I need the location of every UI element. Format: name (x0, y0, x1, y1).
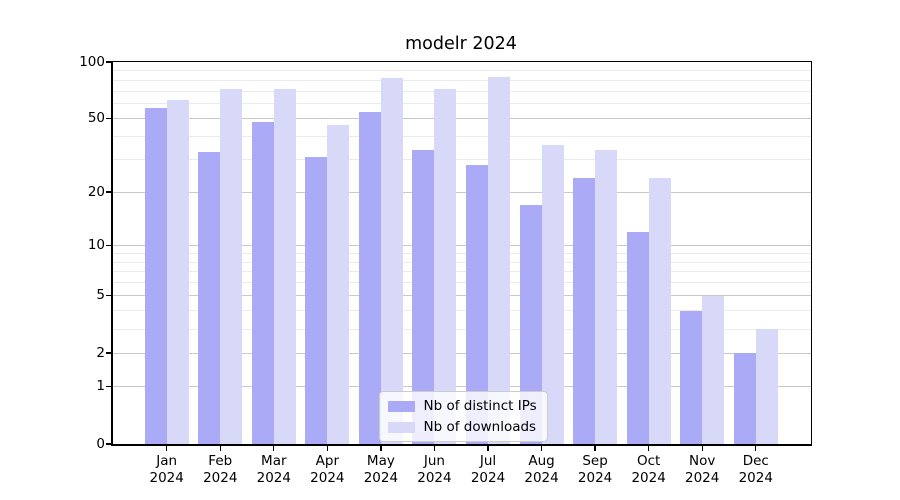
minor-gridline-9 (112, 252, 811, 254)
x-tick-label-feb-2024: Feb 2024 (203, 453, 238, 486)
bar-nb-of-distinct-ips-oct-2024 (626, 231, 649, 444)
major-gridline-10 (112, 245, 811, 247)
y-tick-mark-5 (106, 294, 111, 297)
left-spine (111, 60, 113, 446)
plot-area: Nb of distinct IPs Nb of downloads (112, 62, 811, 444)
bar-nb-of-downloads-jun-2024 (434, 88, 457, 444)
minor-gridline-8 (112, 261, 811, 263)
y-tick-mark-1 (106, 385, 111, 388)
x-tick-mark-feb-2024 (219, 445, 221, 451)
x-tick-mark-dec-2024 (755, 445, 757, 451)
y-tick-mark-0 (106, 443, 111, 445)
bar-nb-of-downloads-aug-2024 (541, 145, 564, 444)
y-tick-label-20: 20 (87, 183, 105, 200)
top-spine (111, 60, 812, 63)
major-gridline-2 (112, 352, 811, 354)
minor-gridline-3 (112, 328, 811, 330)
x-tick-label-may-2024: May 2024 (363, 453, 399, 486)
y-tick-mark-100 (106, 61, 111, 63)
x-tick-label-jun-2024: Jun 2024 (417, 453, 452, 486)
minor-gridline-60 (112, 103, 811, 105)
bar-nb-of-downloads-oct-2024 (648, 177, 671, 444)
minor-gridline-30 (112, 159, 811, 161)
x-tick-label-sep-2024: Sep 2024 (577, 453, 613, 486)
legend-item-distinct-ips: Nb of distinct IPs (387, 398, 537, 414)
bar-nb-of-distinct-ips-nov-2024 (680, 310, 703, 444)
bar-nb-of-distinct-ips-apr-2024 (305, 157, 328, 444)
bar-nb-of-downloads-nov-2024 (702, 295, 725, 444)
x-tick-mark-apr-2024 (326, 445, 329, 451)
bar-nb-of-distinct-ips-aug-2024 (519, 204, 542, 444)
x-tick-label-aug-2024: Aug 2024 (524, 453, 559, 486)
bar-nb-of-downloads-sep-2024 (595, 149, 618, 444)
x-tick-label-oct-2024: Oct 2024 (631, 453, 666, 486)
major-gridline-1 (112, 386, 811, 388)
legend-item-downloads: Nb of downloads (387, 419, 537, 435)
minor-gridline-7 (112, 271, 811, 273)
x-tick-label-dec-2024: Dec 2024 (738, 453, 773, 486)
x-tick-label-nov-2024: Nov 2024 (685, 453, 720, 486)
x-tick-mark-oct-2024 (647, 445, 650, 451)
right-spine (810, 60, 813, 446)
minor-gridline-70 (112, 90, 811, 92)
legend-label-distinct-ips: Nb of distinct IPs (423, 398, 537, 414)
chart-title: modelr 2024 (405, 34, 517, 54)
y-tick-label-100: 100 (79, 53, 105, 70)
x-tick-mark-mar-2024 (273, 445, 275, 451)
x-tick-label-jan-2024: Jan 2024 (149, 453, 184, 486)
minor-gridline-4 (112, 310, 811, 312)
major-gridline-5 (112, 295, 811, 297)
x-tick-label-apr-2024: Apr 2024 (310, 453, 345, 486)
x-tick-mark-sep-2024 (594, 445, 596, 451)
y-tick-label-0: 0 (96, 435, 105, 452)
y-tick-mark-2 (106, 352, 111, 354)
bar-nb-of-distinct-ips-jul-2024 (466, 165, 488, 444)
major-gridline-20 (112, 191, 811, 193)
x-tick-mark-aug-2024 (540, 445, 543, 451)
minor-gridline-6 (112, 282, 811, 284)
x-tick-mark-jun-2024 (433, 445, 436, 451)
legend-swatch-distinct-ips (387, 400, 415, 412)
x-tick-mark-may-2024 (380, 445, 382, 451)
bar-nb-of-downloads-apr-2024 (327, 125, 350, 444)
x-tick-mark-nov-2024 (701, 445, 703, 451)
y-tick-label-5: 5 (96, 287, 105, 304)
y-tick-label-2: 2 (96, 344, 105, 361)
bar-nb-of-downloads-jan-2024 (166, 99, 189, 444)
bar-nb-of-distinct-ips-dec-2024 (733, 353, 756, 444)
y-tick-label-10: 10 (87, 237, 105, 254)
major-gridline-50 (112, 118, 811, 120)
y-tick-label-50: 50 (87, 110, 105, 127)
bar-nb-of-distinct-ips-mar-2024 (251, 121, 274, 444)
bar-nb-of-downloads-jul-2024 (488, 77, 510, 444)
bar-nb-of-distinct-ips-jan-2024 (144, 107, 167, 444)
bar-nb-of-downloads-mar-2024 (273, 88, 296, 444)
bar-nb-of-distinct-ips-may-2024 (358, 112, 381, 444)
y-tick-mark-20 (106, 191, 111, 193)
bar-nb-of-distinct-ips-jun-2024 (412, 149, 435, 444)
x-tick-label-jul-2024: Jul 2024 (470, 453, 506, 486)
bottom-spine (111, 444, 812, 446)
minor-gridline-40 (112, 136, 811, 138)
bar-nb-of-downloads-dec-2024 (755, 329, 778, 444)
y-tick-label-1: 1 (96, 378, 105, 395)
minor-gridline-90 (112, 70, 811, 72)
x-tick-mark-jul-2024 (487, 445, 489, 451)
y-tick-mark-10 (106, 244, 111, 247)
bar-nb-of-downloads-feb-2024 (220, 88, 243, 444)
minor-gridline-80 (112, 79, 811, 81)
bar-nb-of-distinct-ips-feb-2024 (198, 152, 221, 444)
bar-nb-of-downloads-may-2024 (380, 78, 403, 444)
bar-nb-of-distinct-ips-sep-2024 (573, 177, 596, 444)
legend-label-downloads: Nb of downloads (423, 419, 537, 435)
x-tick-mark-jan-2024 (166, 445, 168, 451)
legend-swatch-downloads (387, 421, 415, 433)
y-tick-mark-50 (106, 117, 111, 120)
x-tick-label-mar-2024: Mar 2024 (256, 453, 291, 486)
legend: Nb of distinct IPs Nb of downloads (378, 391, 548, 442)
